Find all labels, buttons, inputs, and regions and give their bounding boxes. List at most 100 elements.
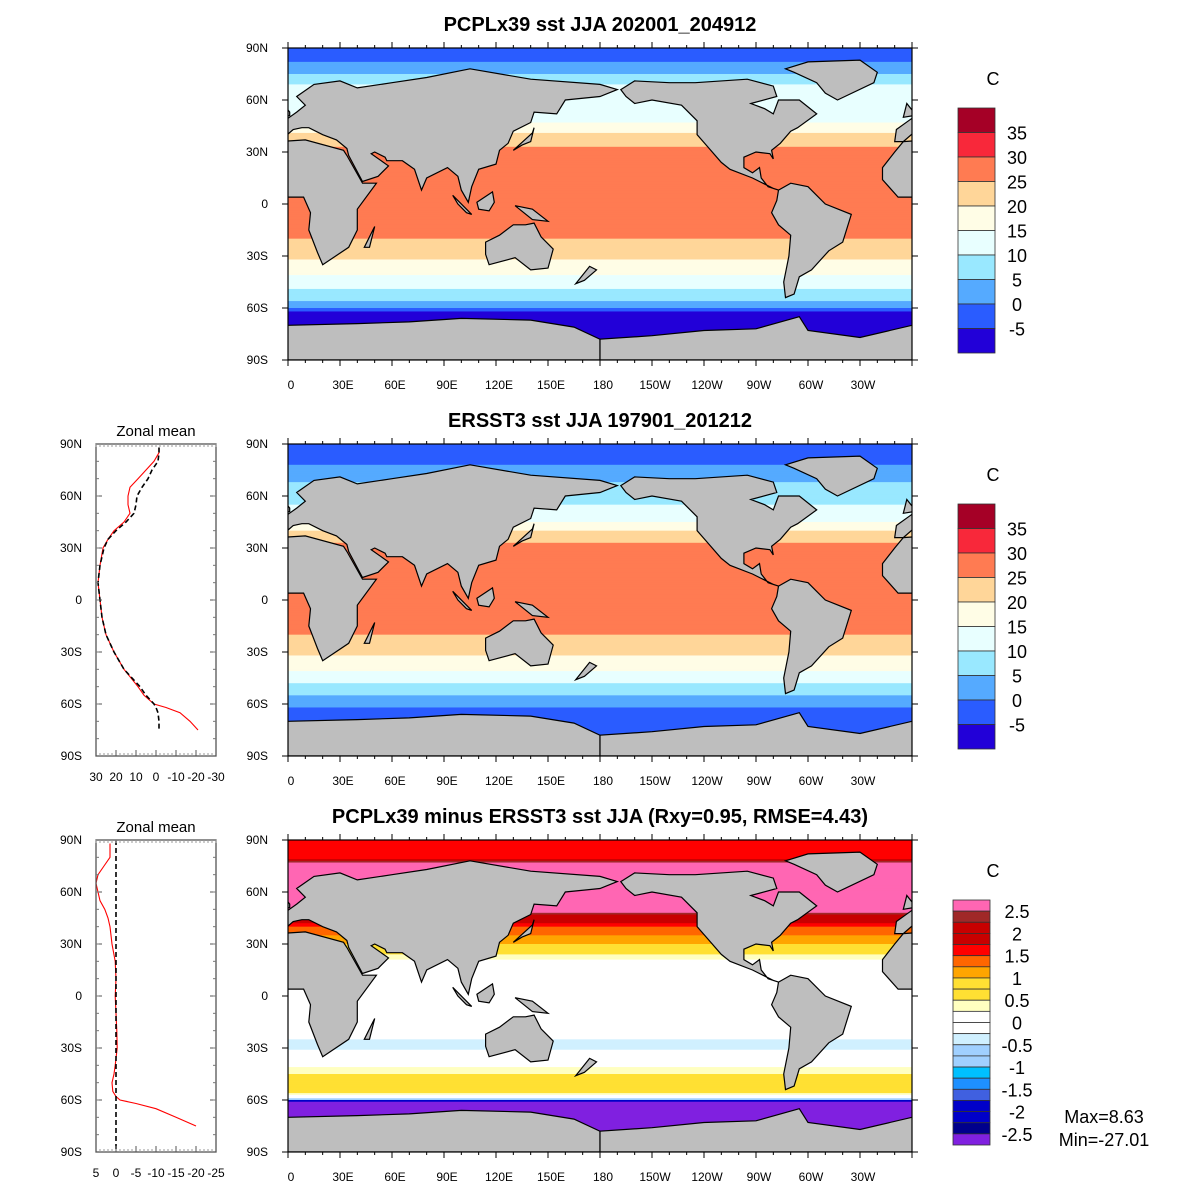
field-band — [288, 219, 912, 222]
lat-tick-label: 60S — [247, 301, 268, 315]
field-band — [288, 1093, 912, 1096]
field-band — [288, 461, 912, 464]
field-band — [288, 850, 912, 853]
land-polygon — [485, 222, 554, 271]
lon-tick-label: 120E — [485, 378, 513, 392]
zonal-title: Zonal mean — [116, 819, 195, 836]
field-band — [288, 712, 912, 715]
field-band — [288, 63, 912, 66]
colorbar-label: 5 — [1012, 271, 1022, 291]
lat-tick-label: 30N — [246, 937, 268, 951]
field-band — [288, 704, 912, 707]
y-tick-label: 60N — [60, 885, 82, 899]
land-polygon — [902, 498, 912, 515]
colorbar-label: 2 — [1012, 924, 1022, 944]
land-polygon — [1139, 206, 1172, 222]
field-band — [288, 456, 912, 459]
field-band — [288, 51, 912, 54]
lon-tick-label: 150E — [537, 1170, 565, 1184]
field-band — [288, 860, 912, 864]
field-band — [288, 139, 912, 143]
x-tick-label: -10 — [167, 770, 185, 784]
field-band — [288, 645, 912, 648]
field-band — [288, 660, 912, 663]
units-label: C — [987, 69, 1000, 89]
x-tick-label: 0 — [113, 1166, 120, 1180]
field-band — [288, 450, 912, 454]
field-band — [288, 580, 912, 584]
field-band — [288, 164, 912, 167]
land-polygon — [1101, 588, 1118, 607]
sst-map — [288, 48, 1172, 360]
field-band — [288, 546, 912, 549]
x-tick-label: -5 — [131, 1166, 142, 1180]
field-band — [288, 80, 912, 84]
field-band — [288, 511, 912, 514]
field-band — [288, 334, 912, 337]
x-tick-label: -20 — [187, 1166, 205, 1180]
field-band — [288, 693, 912, 696]
y-tick-label: 30S — [61, 645, 82, 659]
land-polygon — [619, 474, 818, 587]
field-band — [288, 200, 912, 203]
field-band — [288, 179, 912, 183]
y-tick-label: 90N — [60, 437, 82, 451]
land-polygon — [476, 586, 495, 608]
field-band — [288, 577, 912, 580]
field-band — [288, 591, 912, 594]
field-band — [288, 330, 912, 333]
field-band — [288, 280, 912, 283]
colorbar-label: 20 — [1007, 197, 1027, 217]
field-band — [288, 855, 912, 858]
field-band — [288, 271, 912, 274]
field-band — [288, 65, 912, 68]
field-band — [288, 323, 912, 326]
field-band — [288, 155, 912, 158]
field-band — [288, 942, 912, 945]
land-polygon — [288, 535, 378, 662]
field-band — [288, 933, 912, 936]
field-band — [288, 112, 912, 115]
field-band — [288, 997, 912, 1001]
colorbar-box — [957, 230, 996, 256]
field-band — [288, 695, 912, 698]
field-band — [288, 240, 912, 243]
field-band — [288, 690, 912, 693]
field-band — [288, 124, 912, 127]
land-polygon — [894, 513, 912, 539]
field-band — [288, 1016, 912, 1020]
x-tick-label: -30 — [207, 770, 225, 784]
lon-tick-label: 60W — [799, 774, 824, 788]
field-band — [288, 605, 912, 608]
zonal-title: Zonal mean — [116, 423, 195, 440]
colorbar-label: 0 — [1012, 1014, 1022, 1034]
field-band — [288, 1113, 912, 1117]
field-band — [288, 574, 912, 577]
land-polygon — [363, 622, 376, 644]
field-band — [288, 105, 912, 108]
field-band — [288, 730, 912, 733]
field-band — [288, 504, 912, 507]
field-band — [288, 77, 912, 80]
field-band — [288, 223, 912, 226]
field-band — [288, 561, 912, 565]
field-band — [288, 655, 912, 658]
colorbar-box — [952, 933, 991, 945]
land-polygon — [1110, 1015, 1178, 1062]
field-band — [288, 1025, 912, 1028]
colorbar-label: 30 — [1007, 544, 1027, 564]
field-band — [288, 719, 912, 722]
field-band — [288, 1084, 912, 1087]
field-band — [288, 1037, 912, 1040]
x-tick-label: 0 — [153, 770, 160, 784]
field-band — [288, 603, 912, 606]
field-band — [288, 923, 912, 926]
land-polygon — [573, 265, 598, 286]
field-band — [288, 709, 912, 712]
field-band — [288, 959, 912, 962]
field-band — [288, 664, 912, 667]
land-polygon — [619, 870, 818, 983]
field-band — [288, 1061, 912, 1065]
lon-tick-label: 120W — [691, 774, 723, 788]
field-band — [288, 195, 912, 198]
